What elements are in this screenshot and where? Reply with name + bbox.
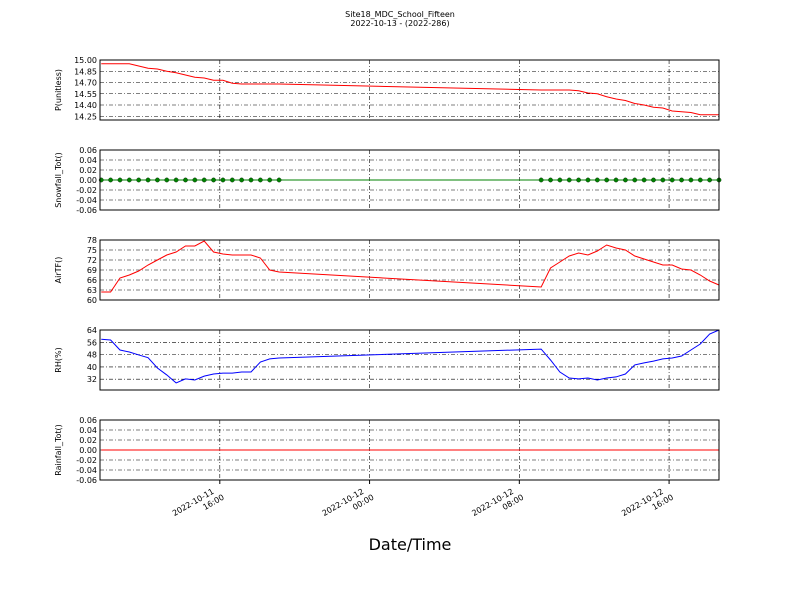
y-tick-label: 56 [87, 338, 97, 347]
y-tick-label: 14.70 [74, 79, 97, 88]
series-marker [585, 177, 591, 183]
y-tick-label: 0.06 [79, 416, 97, 425]
series-marker [548, 177, 553, 183]
y-tick-label: -0.04 [76, 196, 97, 205]
x-tick-label: 2022-10-1200:00 [321, 484, 376, 527]
y-tick-label: 32 [87, 375, 97, 384]
y-tick-label: 69 [87, 266, 97, 275]
series-marker [276, 177, 282, 183]
series-marker [183, 177, 188, 183]
y-axis-label: RH(%) [54, 347, 63, 372]
series-marker [201, 177, 207, 183]
series-marker [248, 177, 254, 183]
x-tick-label: 2022-10-1216:00 [620, 484, 675, 527]
series-marker [679, 177, 684, 183]
y-tick-label: 14.85 [74, 67, 97, 76]
y-tick-label: -0.04 [76, 466, 97, 475]
y-tick-label: -0.06 [76, 206, 97, 215]
series-marker [538, 177, 544, 183]
y-tick-label: 78 [87, 236, 97, 245]
series-marker [211, 177, 216, 183]
series-marker [164, 177, 170, 183]
plot-area [100, 330, 719, 390]
y-tick-label: 63 [87, 286, 97, 295]
series-marker [136, 177, 142, 183]
series-line [101, 329, 720, 384]
y-tick-label: 72 [87, 256, 97, 265]
plot-frame [99, 149, 720, 211]
series-marker [566, 177, 572, 183]
series-marker [576, 177, 581, 183]
series-marker [641, 177, 647, 183]
series-marker [660, 177, 666, 183]
plot-frame [99, 59, 720, 121]
chart-title: Site18_MDC_School_Fifteen [345, 10, 455, 19]
y-axis-label: Snowfall_Tot() [54, 152, 63, 208]
chart-subtitle: 2022-10-13 - (2022-286) [350, 19, 449, 28]
series-marker [173, 177, 179, 183]
series-marker [126, 177, 132, 183]
y-tick-label: 0.00 [79, 176, 97, 185]
y-tick-label: 14.25 [74, 112, 97, 121]
x-tick-label: 2022-10-1208:00 [470, 484, 525, 527]
y-tick-label: -0.02 [76, 456, 97, 465]
plot-area [100, 60, 719, 120]
y-tick-label: 0.02 [79, 166, 97, 175]
y-tick-label: 14.55 [74, 90, 97, 99]
y-axis-label: P(unitless) [54, 69, 63, 111]
plot-frame [99, 329, 720, 391]
y-axis-label: Rainfall_Tot() [54, 424, 63, 476]
y-tick-label: 14.40 [74, 101, 97, 110]
y-tick-label: 64 [87, 326, 97, 335]
series-marker [192, 177, 198, 183]
series-marker [632, 177, 638, 183]
series-marker [623, 177, 628, 183]
series-line [101, 240, 720, 293]
series-marker [117, 177, 123, 183]
y-tick-label: 0.04 [79, 426, 97, 435]
y-tick-label: 60 [87, 296, 97, 305]
plot-frame [99, 419, 720, 481]
series-marker [239, 177, 244, 183]
series-marker [229, 177, 235, 183]
y-tick-label: 75 [87, 246, 97, 255]
series-line [101, 63, 719, 116]
series-marker [697, 177, 703, 183]
series-marker [145, 177, 151, 183]
y-tick-label: 40 [87, 363, 97, 372]
series-marker [258, 177, 263, 183]
series-marker [707, 177, 712, 183]
series-marker [267, 177, 273, 183]
x-tick-label: 2022-10-1116:00 [171, 484, 226, 527]
x-axis-label: Date/Time [369, 535, 452, 554]
series-marker [108, 177, 113, 183]
y-tick-label: 0.04 [79, 156, 97, 165]
y-tick-label: 0.06 [79, 146, 97, 155]
plot-frame [99, 239, 720, 301]
series-marker [651, 177, 656, 183]
series-marker [669, 177, 675, 183]
y-axis-label: AirTF() [54, 257, 63, 284]
y-tick-label: 0.00 [79, 446, 97, 455]
series-marker [557, 177, 563, 183]
series-marker [220, 177, 226, 183]
series-marker [155, 177, 160, 183]
y-tick-label: 15.00 [74, 56, 97, 65]
y-tick-label: -0.02 [76, 186, 97, 195]
y-tick-label: -0.06 [76, 476, 97, 485]
y-tick-label: 0.02 [79, 436, 97, 445]
series-marker [594, 177, 600, 183]
series-marker [613, 177, 619, 183]
series-marker [604, 177, 610, 183]
y-tick-label: 66 [87, 276, 97, 285]
y-tick-label: 48 [87, 351, 97, 360]
series-marker [688, 177, 694, 183]
